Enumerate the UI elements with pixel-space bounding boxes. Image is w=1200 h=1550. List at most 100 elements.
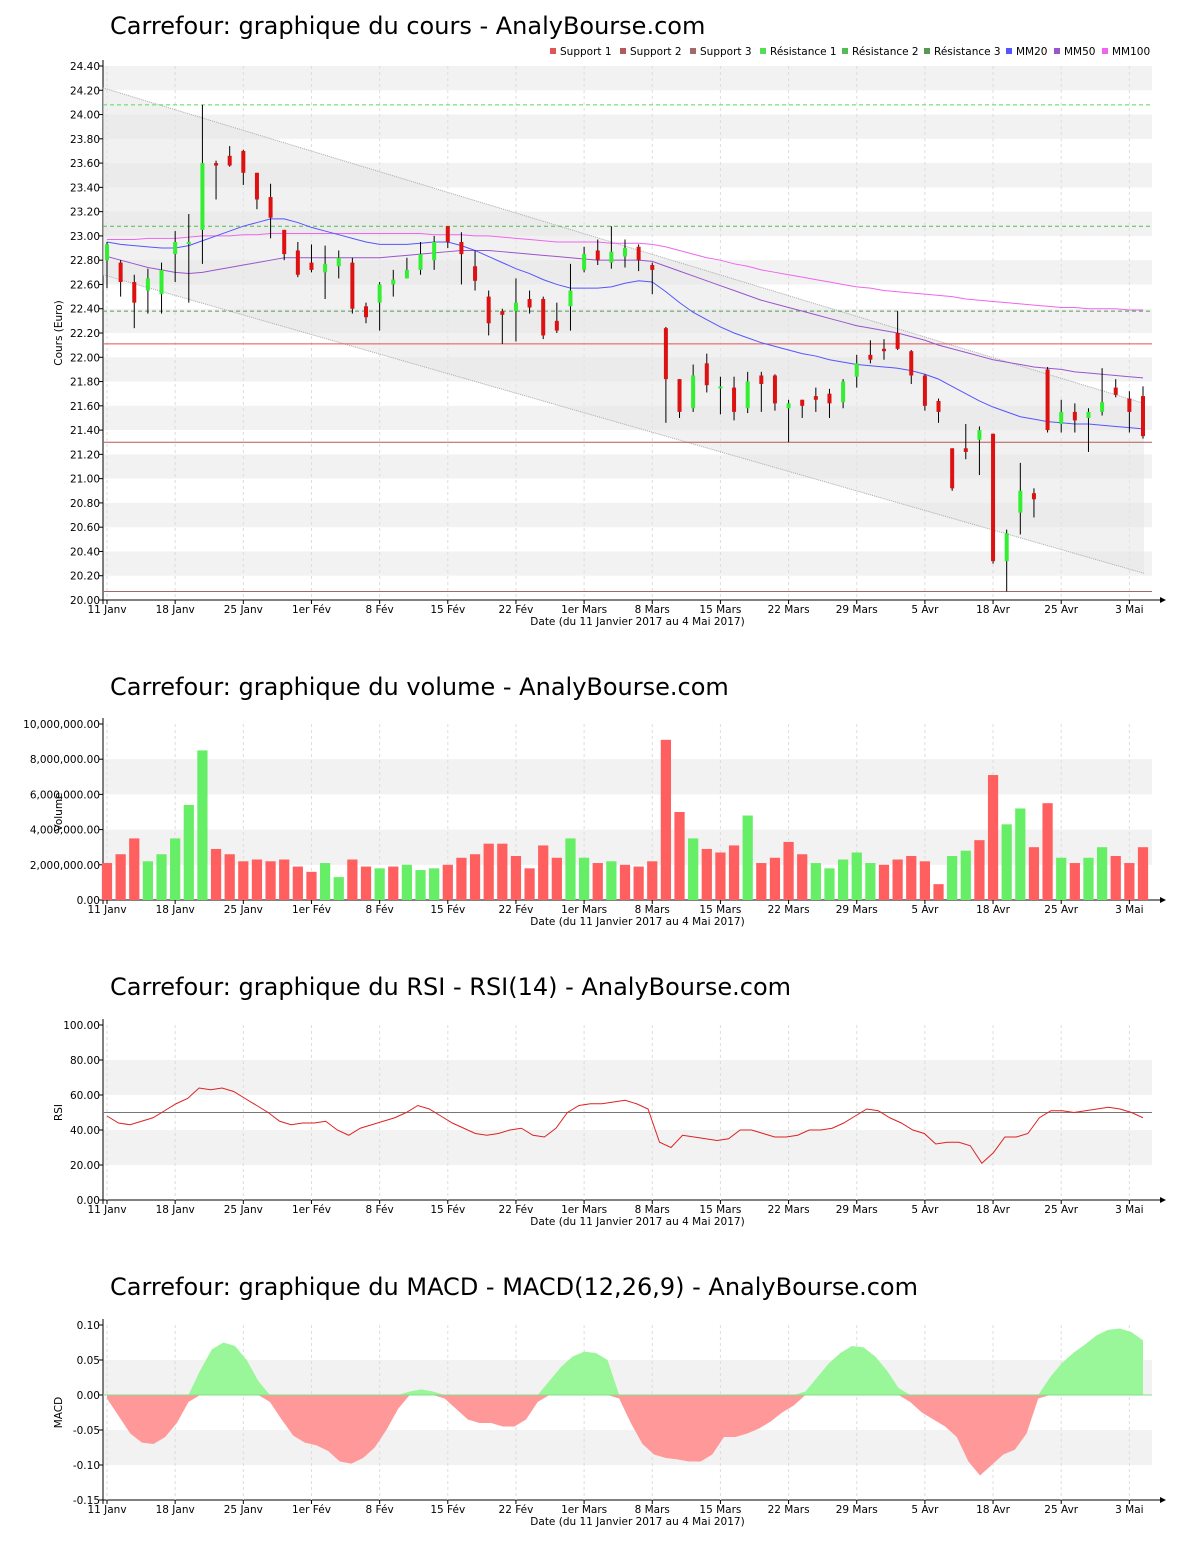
x-tick-label: 18 Janv bbox=[156, 1504, 195, 1516]
candle-body bbox=[991, 433, 996, 562]
volume-bar bbox=[1015, 808, 1026, 900]
y-tick-label: 0.05 bbox=[77, 1355, 100, 1367]
candle-body bbox=[568, 290, 573, 307]
candle-body bbox=[854, 363, 859, 377]
x-tick-label: 8 Mars bbox=[635, 904, 670, 916]
candle-body bbox=[868, 354, 873, 360]
candle-body bbox=[268, 197, 273, 218]
candle-body bbox=[1031, 493, 1036, 500]
candle-body bbox=[323, 263, 328, 273]
rsi-title: Carrefour: graphique du RSI - RSI(14) - … bbox=[110, 973, 791, 1001]
candle-body bbox=[759, 375, 764, 384]
candle-body bbox=[459, 241, 464, 255]
x-tick-label: 1er Mars bbox=[561, 1204, 607, 1216]
candle-body bbox=[1086, 411, 1091, 418]
candle-body bbox=[977, 430, 982, 440]
candle-body bbox=[527, 299, 532, 308]
macd-y-axis-label: MACD bbox=[53, 1397, 65, 1428]
candle-body bbox=[513, 302, 518, 312]
volume-bar bbox=[728, 845, 740, 900]
y-tick-label: -0.05 bbox=[73, 1425, 100, 1437]
macd-positive-area bbox=[107, 1328, 1143, 1395]
candle-body bbox=[677, 379, 682, 412]
x-axis-arrow bbox=[1160, 1497, 1166, 1503]
legend-swatch bbox=[1006, 48, 1012, 54]
x-tick-label: 18 Janv bbox=[156, 604, 195, 616]
y-tick-label: 22.20 bbox=[70, 328, 100, 340]
candle-body bbox=[745, 381, 750, 409]
volume-bar bbox=[142, 861, 154, 900]
volume-bar bbox=[1042, 803, 1053, 900]
x-tick-label: 25 Janv bbox=[224, 904, 263, 916]
candle-body bbox=[623, 248, 627, 257]
y-tick-label: 6,000,000.00 bbox=[30, 789, 100, 801]
volume-bar bbox=[865, 863, 876, 900]
macd-panel: Carrefour: graphique du MACD - MACD(12,2… bbox=[53, 1273, 1166, 1528]
x-tick-label: 25 Avr bbox=[1044, 604, 1078, 616]
candle-body bbox=[813, 396, 818, 400]
volume-bar bbox=[319, 863, 331, 900]
legend-swatch bbox=[1054, 48, 1060, 54]
volume-bar bbox=[456, 857, 467, 900]
volume-bar bbox=[1124, 863, 1135, 900]
x-tick-label: 11 Janv bbox=[87, 1504, 126, 1516]
candle-body bbox=[1100, 402, 1105, 412]
x-tick-label: 1er Fév bbox=[292, 1504, 331, 1516]
y-tick-label: 21.00 bbox=[70, 474, 100, 486]
candle-body bbox=[786, 403, 791, 409]
y-tick-label: 0.00 bbox=[77, 1195, 100, 1207]
candle-body bbox=[772, 375, 777, 404]
trend-channel-upper bbox=[102, 87, 1145, 404]
candle-body bbox=[1127, 398, 1132, 412]
volume-bar bbox=[660, 739, 672, 900]
candle-body bbox=[541, 299, 546, 336]
legend-swatch bbox=[620, 48, 626, 54]
x-tick-label: 8 Fév bbox=[366, 1204, 394, 1216]
volume-bar bbox=[210, 848, 222, 900]
volume-bar bbox=[647, 861, 658, 900]
x-tick-label: 8 Mars bbox=[635, 1504, 670, 1516]
volume-bar bbox=[429, 868, 440, 900]
x-tick-label: 29 Mars bbox=[836, 604, 878, 616]
candle-body bbox=[200, 163, 205, 230]
x-tick-label: 15 Mars bbox=[699, 1204, 741, 1216]
volume-bar bbox=[238, 861, 249, 900]
x-tick-label: 8 Mars bbox=[635, 604, 670, 616]
volume-panel: Carrefour: graphique du volume - AnalyBo… bbox=[23, 673, 1166, 928]
x-tick-label: 18 Avr bbox=[976, 1504, 1010, 1516]
x-tick-label: 29 Mars bbox=[836, 904, 878, 916]
y-tick-label: 21.40 bbox=[70, 425, 100, 437]
volume-bar bbox=[565, 838, 576, 900]
x-tick-label: 1er Fév bbox=[292, 904, 331, 916]
volume-bar bbox=[129, 838, 140, 900]
candle-body bbox=[309, 262, 314, 270]
candle-body bbox=[364, 306, 368, 318]
x-tick-label: 5 Avr bbox=[911, 1204, 939, 1216]
y-tick-label: 0.10 bbox=[77, 1320, 100, 1332]
y-tick-label: 20.00 bbox=[70, 1160, 100, 1172]
candle-body bbox=[950, 448, 955, 489]
candle-body bbox=[650, 265, 655, 270]
candle-body bbox=[254, 172, 259, 200]
candle-body bbox=[350, 262, 355, 309]
x-tick-label: 5 Avr bbox=[911, 604, 939, 616]
price-legend: Support 1 Support 2 Support 3 Résistance 1 R… bbox=[550, 46, 1150, 58]
x-tick-label: 18 Avr bbox=[976, 904, 1010, 916]
volume-bar bbox=[483, 843, 494, 900]
x-tick-label: 29 Mars bbox=[836, 1504, 878, 1516]
y-tick-label: 23.60 bbox=[70, 158, 100, 170]
legend-swatch bbox=[690, 48, 696, 54]
x-tick-label: 22 Fév bbox=[499, 604, 534, 616]
x-tick-label: 22 Mars bbox=[768, 1204, 810, 1216]
volume-bar bbox=[1137, 847, 1149, 900]
y-tick-label: 24.00 bbox=[70, 110, 100, 122]
legend-label: MM50 bbox=[1064, 46, 1095, 58]
x-tick-label: 18 Janv bbox=[156, 904, 195, 916]
candle-body bbox=[718, 386, 723, 389]
volume-bar bbox=[442, 864, 453, 900]
grid-band bbox=[103, 114, 1152, 139]
y-tick-label: 24.40 bbox=[70, 61, 100, 73]
volume-bar bbox=[265, 861, 276, 900]
candle-body bbox=[554, 320, 559, 331]
volume-bar bbox=[633, 866, 644, 900]
